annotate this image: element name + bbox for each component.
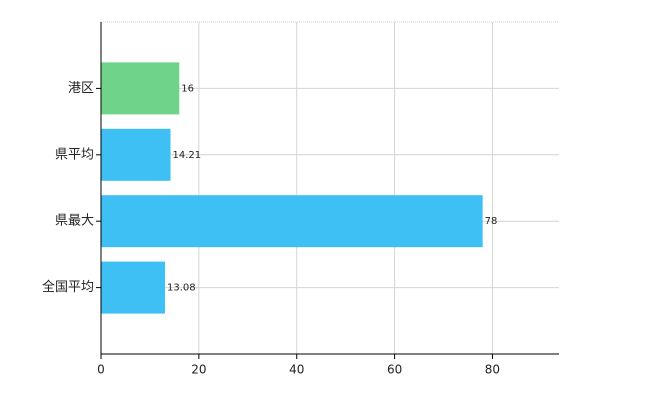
data-label: 13.08 [167, 283, 196, 294]
data-label: 78 [485, 216, 498, 227]
x-tick-label: 40 [289, 363, 304, 377]
y-tick-label: 県平均 [55, 147, 94, 162]
x-tick-label: 0 [97, 363, 105, 377]
y-tick-label: 港区 [68, 81, 94, 96]
data-label: 16 [181, 83, 194, 94]
x-tick-label: 20 [191, 363, 206, 377]
bar [101, 128, 171, 181]
x-tick-label: 60 [387, 363, 402, 377]
y-tick-label: 県最大 [55, 214, 94, 229]
x-tick-label: 80 [485, 363, 500, 377]
bar [101, 261, 166, 314]
data-label: 14.21 [173, 150, 202, 161]
bar [101, 62, 180, 115]
bar [101, 195, 483, 248]
y-tick-label: 全国平均 [42, 279, 94, 295]
